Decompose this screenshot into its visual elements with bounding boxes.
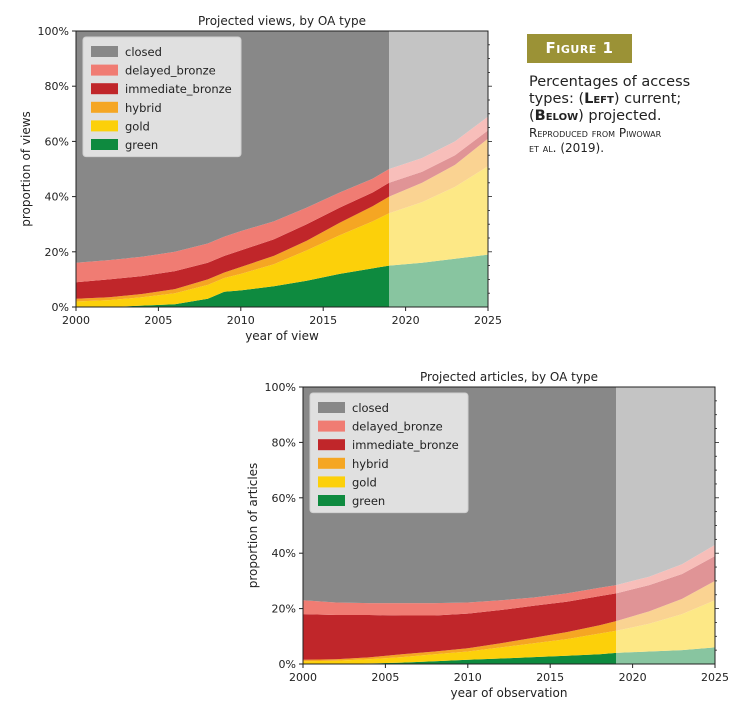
credit-line2: et al. (2019). bbox=[529, 141, 605, 155]
caption-line3b: ) projected. bbox=[578, 108, 662, 124]
projected-area-green bbox=[389, 254, 488, 307]
y-axis-label: proportion of views bbox=[19, 111, 33, 227]
legend-swatch-green bbox=[91, 139, 118, 150]
y-tick-label: 100% bbox=[38, 25, 69, 38]
x-tick-label: 2000 bbox=[289, 671, 317, 684]
legend-label-hybrid: hybrid bbox=[352, 457, 389, 471]
x-tick-label: 2005 bbox=[371, 671, 399, 684]
caption-left-word: Left bbox=[584, 91, 614, 107]
caption-credit: Reproduced from Piwowar et al. (2019). bbox=[529, 126, 729, 156]
projected-area-immediate-bronze bbox=[389, 130, 488, 197]
projected-areas bbox=[616, 387, 715, 664]
legend-box bbox=[309, 392, 469, 514]
legend-label-gold: gold bbox=[125, 119, 150, 133]
credit-line1: Reproduced from Piwowar bbox=[529, 126, 662, 140]
y-tick-label: 80% bbox=[45, 80, 69, 93]
x-tick-label: 2005 bbox=[144, 314, 172, 327]
caption-line2a: types: ( bbox=[529, 91, 585, 107]
area-delayed-bronze bbox=[303, 585, 617, 616]
legend-swatch-gold bbox=[91, 120, 118, 132]
x-axis-label: year of view bbox=[245, 329, 319, 343]
articles-chart: 0% 20% 40% 60% 80% 100% 2000 2005 2010 2015 2020 20… bbox=[246, 370, 729, 700]
y-tick-label: 100% bbox=[265, 381, 296, 394]
area-green bbox=[303, 652, 617, 664]
projected-area-delayed-bronze bbox=[389, 116, 488, 183]
x-tick-label: 2000 bbox=[62, 314, 90, 327]
projected-area-closed bbox=[389, 31, 488, 169]
figure-badge: Figure 1 bbox=[527, 34, 632, 63]
chart-title: Projected views, by OA type bbox=[198, 14, 366, 28]
projected-area-gold bbox=[616, 600, 715, 653]
area-immediate-bronze bbox=[303, 593, 617, 660]
legend-label-delayed-bronze: delayed_bronze bbox=[125, 64, 216, 78]
legend-swatch-green bbox=[318, 495, 345, 506]
legend-swatch-hybrid bbox=[91, 101, 118, 113]
projected-area-hybrid bbox=[389, 138, 488, 214]
projected-area-gold bbox=[389, 166, 488, 266]
legend-label-delayed-bronze: delayed_bronze bbox=[352, 420, 443, 434]
x-tick-label: 2010 bbox=[227, 314, 255, 327]
x-tick-label: 2025 bbox=[701, 671, 729, 684]
legend-swatch-delayed-bronze bbox=[91, 64, 118, 76]
legend-swatch-delayed-bronze bbox=[318, 420, 345, 432]
legend-box bbox=[82, 36, 242, 158]
area-delayed-bronze bbox=[76, 168, 390, 283]
figure-caption: Percentages of access types: (Left) curr… bbox=[529, 74, 729, 156]
projected-area-delayed-bronze bbox=[616, 544, 715, 594]
x-tick-label: 2015 bbox=[536, 671, 564, 684]
legend-swatch-immediate-bronze bbox=[91, 83, 118, 95]
legend-label-immediate-bronze: immediate_bronze bbox=[352, 438, 459, 452]
projected-area-immediate-bronze bbox=[616, 556, 715, 622]
area-green bbox=[76, 265, 390, 307]
y-tick-label: 20% bbox=[45, 246, 69, 259]
caption-below-word: Below bbox=[534, 108, 579, 124]
legend-swatch-immediate-bronze bbox=[318, 439, 345, 451]
legend-swatch-closed bbox=[91, 46, 118, 57]
legend-label-closed: closed bbox=[352, 401, 389, 415]
y-tick-label: 80% bbox=[272, 436, 296, 449]
legend-swatch-hybrid bbox=[318, 457, 345, 469]
x-tick-label: 2015 bbox=[309, 314, 337, 327]
legend: closed delayed_bronze immediate_bronzehybr… bbox=[82, 36, 242, 158]
legend-label-hybrid: hybrid bbox=[125, 101, 162, 115]
x-tick-label: 2020 bbox=[392, 314, 420, 327]
x-axis-label: year of observation bbox=[451, 686, 568, 700]
legend-label-green: green bbox=[125, 138, 158, 152]
views-chart: 0% 20% 40% 60% 80% 100% 2000 2005 2010 2015 2020 20… bbox=[19, 14, 502, 343]
chart-title: Projected articles, by OA type bbox=[420, 370, 598, 384]
area-gold bbox=[76, 213, 390, 307]
x-tick-label: 2025 bbox=[474, 314, 502, 327]
y-tick-label: 0% bbox=[52, 301, 69, 314]
y-tick-label: 60% bbox=[272, 492, 296, 505]
legend-label-green: green bbox=[352, 494, 385, 508]
x-tick-label: 2020 bbox=[619, 671, 647, 684]
y-tick-label: 0% bbox=[279, 658, 296, 671]
legend-label-gold: gold bbox=[352, 475, 377, 489]
legend-label-closed: closed bbox=[125, 45, 162, 59]
caption-line3a: ( bbox=[529, 108, 535, 124]
legend-swatch-closed bbox=[318, 402, 345, 413]
projected-areas bbox=[389, 31, 488, 307]
projected-area-green bbox=[616, 647, 715, 664]
projected-area-hybrid bbox=[616, 580, 715, 631]
legend: closed delayed_bronze immediate_bronzehybr… bbox=[309, 392, 469, 514]
area-gold bbox=[303, 630, 617, 664]
projection-shade bbox=[389, 31, 488, 307]
legend-label-immediate-bronze: immediate_bronze bbox=[125, 82, 232, 96]
y-tick-label: 20% bbox=[272, 603, 296, 616]
y-axis-label: proportion of articles bbox=[246, 463, 260, 589]
x-tick-label: 2010 bbox=[454, 671, 482, 684]
projection-shade bbox=[616, 387, 715, 664]
legend-swatch-gold bbox=[318, 476, 345, 488]
y-tick-label: 40% bbox=[45, 191, 69, 204]
area-immediate-bronze bbox=[76, 182, 390, 299]
y-tick-label: 60% bbox=[45, 135, 69, 148]
projected-area-closed bbox=[616, 387, 715, 586]
y-tick-label: 40% bbox=[272, 547, 296, 560]
caption-line2b: ) current; bbox=[613, 91, 682, 107]
caption-line1: Percentages of access bbox=[529, 74, 691, 90]
